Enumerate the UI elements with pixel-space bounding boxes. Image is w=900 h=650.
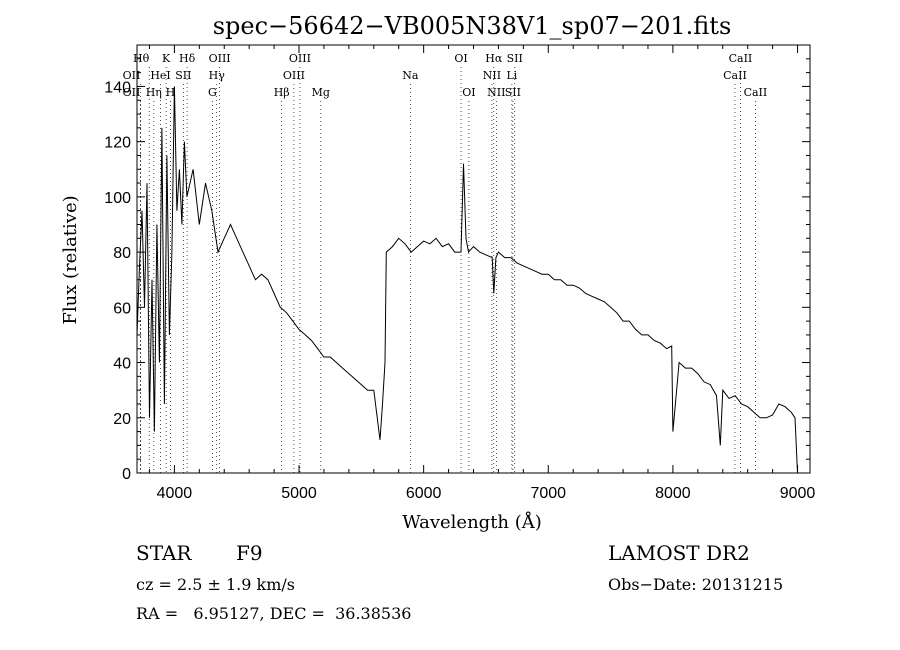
line-label: Hγ <box>209 69 226 82</box>
plot-frame <box>136 44 811 474</box>
line-label: OIII <box>289 52 311 65</box>
x-axis-ticks: 4000 5000 6000 7000 8000 9000 <box>148 45 816 502</box>
y-tick-label: 100 <box>104 190 131 207</box>
y-axis-ticks: 0 20 40 60 80 100 120 140 <box>104 58 810 483</box>
survey-name: LAMOST DR2 <box>608 541 750 565</box>
line-label: NII <box>483 69 501 82</box>
x-axis-label: Wavelength (Å) <box>402 511 542 533</box>
plot-border <box>136 44 811 474</box>
spectral-line-markers: Hθ K Hδ OIII OIII OI Hα SII CaII OII HeI SII Hγ OIII N… <box>123 52 768 473</box>
redshift-text: cz = 2.5 ± 1.9 km/s <box>136 575 295 594</box>
line-label: OI <box>454 52 467 65</box>
line-label: H <box>166 86 176 99</box>
y-tick-label: 0 <box>122 466 131 483</box>
spectrum-line <box>136 86 798 474</box>
line-label: Li <box>506 69 517 82</box>
line-label: K <box>162 52 171 65</box>
line-label: OIII <box>283 69 305 82</box>
line-label: Hδ <box>179 52 196 65</box>
line-label: Hα <box>485 52 503 65</box>
spectrum-series <box>136 86 798 474</box>
x-tick-label: 8000 <box>655 485 691 502</box>
line-label: Na <box>402 69 419 82</box>
line-label: SII <box>505 86 521 99</box>
line-label: CaII <box>744 86 768 99</box>
line-label: OII <box>123 69 141 82</box>
obs-date: Obs−Date: 20131215 <box>608 575 784 594</box>
line-label: Hθ <box>133 52 150 65</box>
object-type: STAR <box>136 541 192 565</box>
x-tick-label: 7000 <box>530 485 566 502</box>
spectral-subclass: F9 <box>236 541 263 565</box>
y-axis-label: Flux (relative) <box>60 195 81 324</box>
line-label: HeI <box>150 69 170 82</box>
x-tick-label: 4000 <box>157 485 193 502</box>
line-label: OIII <box>209 52 231 65</box>
y-tick-label: 60 <box>113 300 131 317</box>
line-label: G <box>208 86 217 99</box>
line-label: OI <box>462 86 475 99</box>
line-label: Mg <box>312 86 330 99</box>
chart-title: spec−56642−VB005N38V1_sp07−201.fits <box>213 12 732 40</box>
line-label: CaII <box>723 69 747 82</box>
y-tick-label: 20 <box>113 411 131 428</box>
line-label: NII <box>487 86 505 99</box>
line-label: Hη <box>146 86 162 99</box>
x-tick-label: 6000 <box>406 485 442 502</box>
line-label: SII <box>507 52 523 65</box>
y-tick-label: 120 <box>104 135 131 152</box>
x-tick-label: 9000 <box>780 485 816 502</box>
coordinates: RA = 6.95127, DEC = 36.38536 <box>136 604 412 623</box>
line-label: SII <box>175 69 191 82</box>
line-label: OII <box>123 86 141 99</box>
y-tick-label: 140 <box>104 79 131 96</box>
line-label: Hβ <box>274 86 290 99</box>
y-tick-label: 40 <box>113 356 131 373</box>
y-tick-label: 80 <box>113 245 131 262</box>
line-label: CaII <box>729 52 753 65</box>
x-tick-label: 5000 <box>281 485 317 502</box>
